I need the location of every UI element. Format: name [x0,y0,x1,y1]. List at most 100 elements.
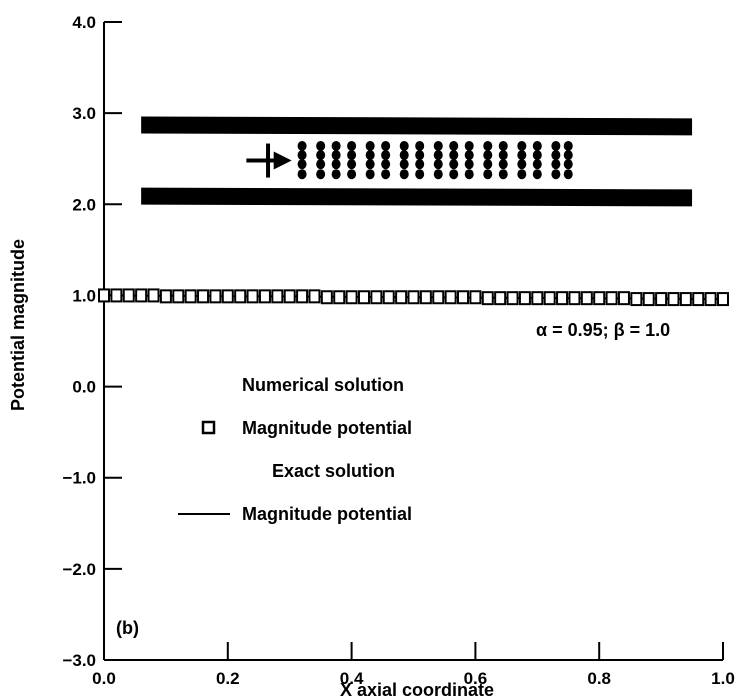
inset-dot [517,150,527,161]
inset-dot [433,140,443,151]
inset-dot [365,159,375,170]
x-tick-label: 1.0 [711,669,735,688]
numerical-point [357,290,370,305]
inset-dot [483,159,493,170]
numerical-point [580,291,593,306]
inset-dot [415,169,425,180]
numerical-point [617,291,630,306]
lower-band [141,187,693,207]
inset-dot [532,150,542,161]
numerical-point [296,289,309,304]
numerical-point [110,288,123,303]
numerical-point [704,292,717,307]
numerical-point [481,291,494,306]
inset-dot [297,140,307,151]
numerical-point [184,289,197,304]
inset-dot [517,169,527,180]
inset-dot [399,159,409,170]
inset-dot [563,150,573,161]
inset-dot [381,169,391,180]
y-tick-label: 0.0 [72,378,96,397]
inset-dot [415,159,425,170]
inset-dot [347,169,357,180]
inset-dot [399,140,409,151]
numerical-point [308,289,321,304]
inset-dot [316,150,326,161]
inset-dot [449,150,459,161]
numerical-point [556,291,569,306]
plot-area [98,288,729,307]
numerical-point [642,292,655,307]
inset-dot [532,159,542,170]
inset-dot [331,140,341,151]
numerical-point [469,290,482,305]
inset-diagram [141,116,693,207]
numerical-point [209,289,222,304]
inset-dot [433,169,443,180]
inset-dot [365,150,375,161]
numerical-point [518,291,531,306]
numerical-point [172,289,185,304]
numerical-point [147,288,160,303]
numerical-point [345,290,358,305]
inset-dot [381,140,391,151]
numerical-point [234,289,247,304]
legend-heading-numerical: Numerical solution [242,375,404,395]
inset-dot [297,150,307,161]
inset-dot [498,140,508,151]
inset-dot [498,150,508,161]
numerical-point [122,288,135,303]
numerical-point [197,289,210,304]
inset-dot [483,150,493,161]
numerical-point [432,290,445,305]
numerical-point [506,291,519,306]
x-tick-label: 0.0 [92,669,116,688]
numerical-point [605,291,618,306]
inset-dot [415,150,425,161]
inset-dot [498,159,508,170]
numerical-point [246,289,259,304]
inset-dot [433,159,443,170]
legend-heading-exact: Exact solution [272,461,395,481]
inset-dot [517,140,527,151]
inset-dot [347,150,357,161]
inset-dot [316,159,326,170]
numerical-point [271,289,284,304]
inset-dot [316,140,326,151]
inset-dot [365,140,375,151]
numerical-point [444,290,457,305]
inset-dot [297,169,307,180]
numerical-point [98,288,110,303]
flow-arrow-head-icon [273,151,292,170]
y-tick-label: −3.0 [62,651,96,670]
inset-dot [415,140,425,151]
axes: 4.03.02.01.00.0−1.0−2.0−3.00.0 0.2 0.4 0.6 0… [62,13,734,688]
y-tick-label: 1.0 [72,286,96,305]
inset-dot [532,169,542,180]
inset-dot [365,169,375,180]
inset-dot [464,150,474,161]
inset-dot [381,159,391,170]
numerical-point [692,292,705,307]
numerical-point [630,292,643,307]
inset-dot [563,159,573,170]
inset-dot [563,169,573,180]
upper-band [141,116,693,136]
parameter-annotation: α = 0.95; β = 1.0 [536,320,670,340]
numerical-point [543,291,556,306]
y-axis-title: Potential magnitude [8,239,28,411]
numerical-point [419,290,432,305]
inset-dot [483,140,493,151]
inset-dot [347,159,357,170]
inset-dot [551,140,561,151]
inset-dot [449,140,459,151]
numerical-point [531,291,544,306]
inset-dot [464,169,474,180]
inset-dot [464,159,474,170]
numerical-point [655,292,668,307]
y-tick-label: 4.0 [72,13,96,32]
legend-exact-entry: Magnitude potential [242,504,412,524]
numerical-point [395,290,408,305]
x-tick-label: 0.6 [464,669,488,688]
